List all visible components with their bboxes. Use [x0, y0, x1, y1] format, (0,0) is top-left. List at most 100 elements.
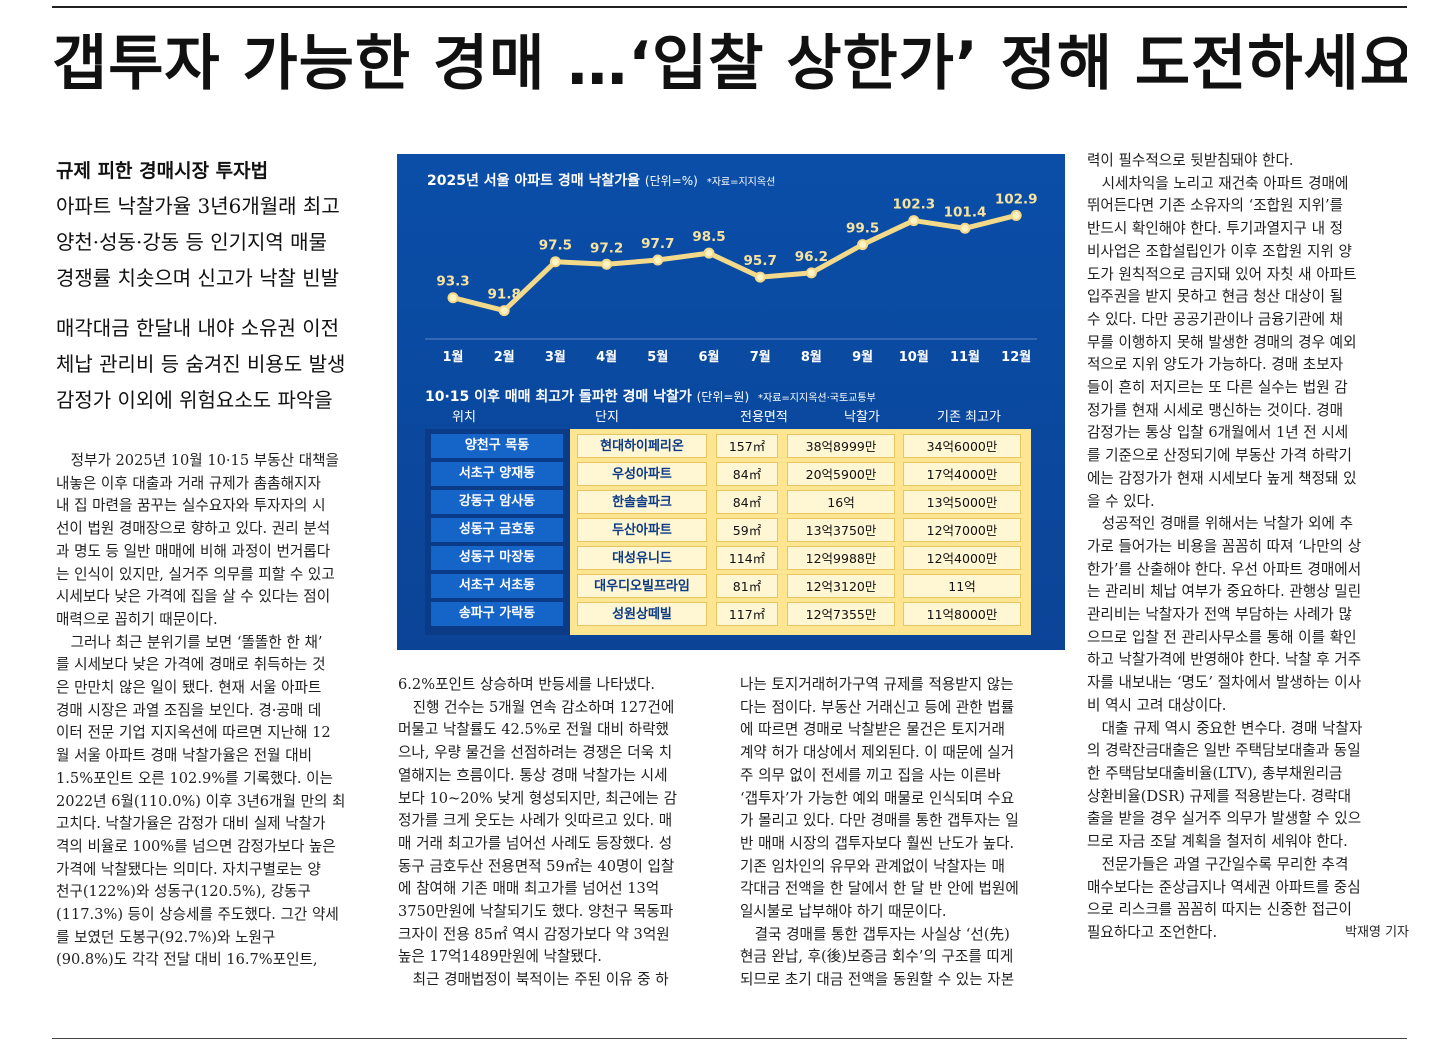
row-area: 84㎡ — [716, 490, 778, 514]
bottom-rule — [52, 1038, 1407, 1039]
x-tick-label: 10월 — [899, 349, 929, 365]
article-line: 1.5%포인트 오른 102.9%를 기록했다. 이는 — [56, 769, 334, 787]
subhead-line: 경쟁률 치솟으며 신고가 낙찰 빈발 — [56, 266, 340, 290]
article-line: 내 집 마련을 꿈꾸는 실수요자와 투자자의 시 — [56, 497, 326, 515]
row-area: 157㎡ — [716, 434, 778, 458]
article-line: 주 의무 없이 전세를 끼고 집을 사는 이른바 — [740, 766, 1001, 784]
row-location: 성동구 마장동 — [431, 546, 563, 570]
article-column-1: 정부가 2025년 10월 10·15 부동산 대책을 내놓은 이후 대출과 거래… — [56, 450, 382, 972]
infographic: 93.3 1월 91.8 2월 97.5 3월 97.2 4월 97.7 5월 98.5 6월 95.7… — [397, 154, 1065, 650]
chart-source: *자료=지지옥션 — [706, 177, 776, 188]
article-line: 매수보다는 준상급지나 역세권 아파트를 중심 — [1087, 878, 1361, 896]
data-label: 97.5 — [539, 238, 572, 254]
table-source: *자료=지지옥션·국토교통부 — [758, 393, 876, 404]
article-line: 6.2%포인트 상승하며 반등세를 나타냈다. — [398, 676, 656, 693]
data-label: 102.9 — [995, 191, 1038, 207]
header-area: 전용면적 — [740, 410, 788, 425]
table-row: 서초구 서초동 대우디오빌프라임 81㎡ 12억3120만 11억 — [425, 573, 1031, 599]
row-area: 59㎡ — [716, 518, 778, 542]
article-line: 하고 낙찰가격에 반영해야 한다. 낙찰 후 거주 — [1087, 651, 1362, 669]
subhead-line: 매각대금 한달내 내야 소유권 이전 — [56, 316, 340, 340]
closing-line: 필요하다고 조언한다. — [1087, 923, 1218, 941]
article-line: 은 만만치 않은 일이 됐다. 현재 서울 아파트 — [56, 679, 322, 697]
table-row: 송파구 가락동 성원상떼빌 117㎡ 12억7355만 11억8000만 — [425, 601, 1031, 627]
article-line: 성공적인 경매를 위해서는 낙찰가 외에 추 — [1087, 515, 1354, 533]
data-label: 95.7 — [744, 253, 777, 269]
row-bid-price: 13억3750만 — [787, 518, 895, 542]
article-line: 므로 자금 조달 계획을 철저히 세워야 한다. — [1087, 833, 1348, 851]
article-line: 보다 10~20% 낮게 형성되지만, 최근에는 감 — [398, 789, 678, 807]
x-tick-label: 5월 — [647, 349, 668, 365]
subhead-line: 양천·성동·강동 등 인기지역 매물 — [56, 230, 327, 254]
article-line: 으므로 입찰 전 관리사무소를 통해 이를 확인 — [1087, 628, 1357, 646]
x-tick-label: 8월 — [801, 349, 822, 365]
article-line: 과 명도 등 일반 매매에 비해 과정이 번거롭다 — [56, 542, 331, 560]
data-point — [652, 254, 664, 266]
article-line: 되므로 초기 대금 전액을 동원할 수 있는 자본 — [740, 971, 1015, 989]
row-previous-high: 12억4000만 — [903, 546, 1021, 570]
article-line: 들이 흔히 저지르는 또 다른 실수는 법원 감 — [1087, 379, 1348, 397]
article-line: 높은 17억1489만원에 낙찰됐다. — [398, 948, 602, 966]
article-line: 결국 경매를 통한 갭투자는 사실상 ‘선(先) — [740, 925, 1010, 943]
article-column-4: 력이 필수적으로 뒷받침돼야 한다. 시세차익을 노리고 재건축 아파트 경매에… — [1087, 150, 1409, 945]
article-line: 고치다. 낙찰가율은 감정가 대비 실제 낙찰가 — [56, 815, 326, 833]
top-rule — [52, 6, 1407, 8]
data-point — [908, 215, 920, 227]
data-label: 101.4 — [944, 204, 987, 220]
row-complex: 성원상떼빌 — [577, 602, 707, 626]
article-line: 시세차익을 노리고 재건축 아파트 경매에 — [1087, 174, 1349, 192]
row-previous-high: 11억8000만 — [903, 602, 1021, 626]
article-line: 뛰어든다면 기존 소유자의 ‘조합원 지위’를 — [1087, 197, 1344, 215]
article-line: 상환비율(DSR) 규제를 적용받는다. 경락대 — [1087, 787, 1352, 805]
row-area: 81㎡ — [716, 574, 778, 598]
article-line: 진행 건수는 5개월 연속 감소하며 127건에 — [398, 698, 675, 716]
table-title-text: 10·15 이후 매매 최고가 돌파한 경매 낙찰가 — [425, 389, 692, 405]
headline: 갭투자 가능한 경매 …‘입찰 상한가’ 정해 도전하세요 — [52, 29, 1407, 99]
row-area: 117㎡ — [716, 602, 778, 626]
data-point — [601, 258, 613, 270]
x-tick-label: 4월 — [596, 349, 617, 365]
subhead-group-1: 아파트 낙찰가율 3년6개월래 최고 양천·성동·강동 등 인기지역 매물 경쟁… — [56, 188, 340, 296]
article-line: 동구 금호두산 전용면적 59㎡는 40명이 입찰 — [398, 857, 675, 875]
table-row: 서초구 양재동 우성아파트 84㎡ 20억5900만 17억4000만 — [425, 461, 1031, 487]
article-line: ‘갭투자’가 가능한 예외 매물로 인식되며 수요 — [740, 789, 1015, 807]
article-line: 을 수 있다. — [1087, 492, 1155, 510]
table-row: 양천구 목동 현대하이페리온 157㎡ 38억8999만 34억6000만 — [425, 433, 1031, 459]
article-line: 다는 점이다. 부동산 거래신고 등에 관한 법률 — [740, 698, 1015, 716]
row-previous-high: 12억7000만 — [903, 518, 1021, 542]
series-line — [452, 213, 1017, 314]
article-line: (117.3%) 등이 상승세를 주도했다. 그간 약세 — [56, 906, 339, 924]
row-location: 송파구 가락동 — [431, 602, 563, 626]
row-complex: 두산아파트 — [577, 518, 707, 542]
row-location: 성동구 금호동 — [431, 518, 563, 542]
article-line: 그러나 최근 분위기를 보면 ‘똘똘한 한 채’ — [56, 633, 323, 651]
data-label: 97.7 — [641, 236, 674, 252]
data-label: 96.2 — [795, 249, 828, 265]
data-point — [959, 222, 971, 234]
table-row: 성동구 금호동 두산아파트 59㎡ 13억3750만 12억7000만 — [425, 517, 1031, 543]
header-previous-high: 기존 최고가 — [937, 410, 1001, 425]
article-line: 전문가들은 과열 구간일수록 무리한 추격 — [1087, 855, 1349, 873]
row-bid-price: 12억7355만 — [787, 602, 895, 626]
row-complex: 한솔솔파크 — [577, 490, 707, 514]
table-title: 10·15 이후 매매 최고가 돌파한 경매 낙찰가 (단위=원) *자료=지지… — [425, 386, 876, 406]
article-line: 의 경락잔금대출은 일반 주택담보대출과 동일 — [1087, 742, 1361, 760]
row-location: 양천구 목동 — [431, 434, 563, 458]
article-line: 이터 전문 기업 지지옥션에 따르면 지난해 12 — [56, 724, 331, 742]
article-line: 적으로 지위 양도가 가능하다. 경매 초보자 — [1087, 356, 1344, 374]
article-line: 를 시세보다 낮은 가격에 경매로 취득하는 것 — [56, 656, 326, 674]
article-line: 자를 내보내는 ‘명도’ 절차에서 발생하는 이사 — [1087, 674, 1362, 692]
row-previous-high: 34억6000만 — [903, 434, 1021, 458]
table-header: 위치 단지 전용면적 낙찰가 기존 최고가 — [397, 406, 1065, 426]
data-label: 93.3 — [436, 274, 469, 290]
article-line: 도가 원칙적으로 금지돼 있어 자칫 새 아파트 — [1087, 265, 1357, 283]
x-tick-label: 9월 — [852, 349, 873, 365]
data-point — [805, 267, 817, 279]
article-line: 무를 이행하지 못해 발생한 경매의 경우 예외 — [1087, 333, 1357, 351]
row-complex: 대우디오빌프라임 — [577, 574, 707, 598]
data-point — [447, 292, 459, 304]
byline: 박재영 기자 — [1345, 924, 1409, 940]
chart-title-text: 2025년 서울 아파트 경매 낙찰가율 — [427, 173, 641, 189]
article-line: 에 참여해 기존 매매 최고가를 넘어선 13억 — [398, 880, 660, 898]
row-area: 84㎡ — [716, 462, 778, 486]
